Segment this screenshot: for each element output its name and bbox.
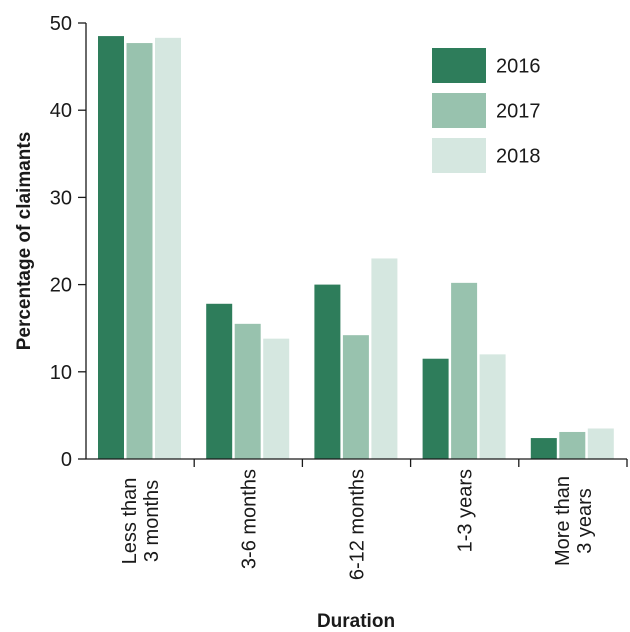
bar-2018-3 [479,354,506,459]
bars-group [98,36,614,460]
axes-group: 0 10 20 30 40 50 Less than3 months 3-6 months 6-… [50,13,628,580]
y-tick-label-50: 50 [50,13,72,35]
x-tick-label-4: More than3 years [552,476,596,566]
bar-2017-3 [451,282,478,459]
legend-swatch-2018 [432,138,486,173]
legend: 2016 2017 2018 [432,48,541,173]
y-axis-title: Percentage of claimants [14,132,35,351]
y-tick-label-30: 30 [50,187,72,209]
y-tick-label-20: 20 [50,275,72,297]
bar-2018-0 [155,37,181,459]
legend-label-2018: 2018 [496,146,541,168]
bar-2018-1 [263,338,290,459]
bar-2016-0 [98,36,124,460]
legend-swatch-2017 [432,93,486,128]
x-tick-label-1: 3-6 months [238,469,260,569]
bar-2017-4 [559,431,586,459]
bar-2017-0 [126,43,153,459]
bar-2017-2 [342,335,369,459]
bar-2018-2 [371,258,398,459]
x-tick-label-3: 1-3 years [455,469,477,552]
legend-label-2016: 2016 [496,56,541,78]
y-tick-label-0: 0 [61,449,72,471]
y-tick-label-10: 10 [50,362,72,384]
x-tick-label-2: 6-12 months [347,469,369,580]
x-tick-label-0: Less than3 months [119,478,163,565]
y-tick-label-40: 40 [50,100,72,122]
legend-swatch-2016 [432,48,486,83]
bar-2018-4 [587,428,614,459]
bar-2016-3 [422,358,449,459]
x-axis-title: Duration [317,611,395,632]
bar-2016-2 [314,284,341,459]
bar-2016-4 [530,438,557,459]
legend-label-2017: 2017 [496,101,541,123]
bar-2016-1 [206,303,233,459]
bar-2017-1 [234,323,261,459]
